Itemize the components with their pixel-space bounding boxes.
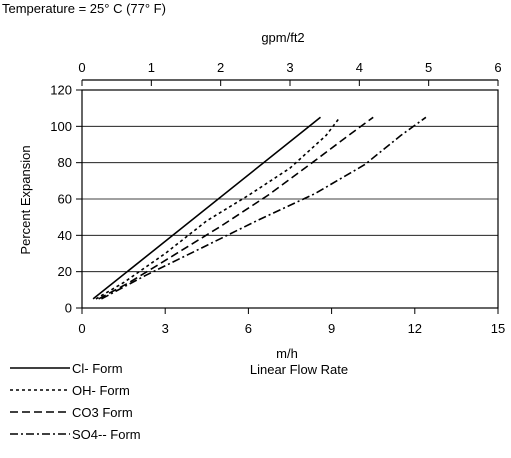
- top-axis-label: gpm/ft2: [261, 30, 304, 45]
- x-tick-label: 0: [78, 321, 85, 336]
- y-axis-label: Percent Expansion: [18, 145, 33, 254]
- y-tick-label: 40: [58, 228, 72, 243]
- x-axis-ticks: 0 3 6 9 12 15: [78, 308, 505, 336]
- top-tick-label: 0: [78, 60, 85, 75]
- legend-label: CO3 Form: [72, 405, 133, 420]
- series-line-4: [101, 116, 427, 300]
- legend: Cl- Form OH- Form CO3 Form SO4-- Form: [10, 361, 141, 442]
- top-tick-label: 4: [356, 60, 363, 75]
- y-tick-label: 100: [50, 119, 72, 134]
- top-tick-label: 5: [425, 60, 432, 75]
- x-tick-label: 6: [245, 321, 252, 336]
- temperature-note: Temperature = 25° C (77° F): [2, 1, 166, 16]
- y-axis-ticks: 0 20 40 60 80 100 120: [50, 83, 82, 316]
- top-axis-ticks: 0 1 2 3 4 5 6: [78, 60, 502, 86]
- legend-label: Cl- Form: [72, 361, 123, 376]
- series-line-1: [92, 116, 321, 300]
- top-tick-label: 1: [148, 60, 155, 75]
- y-tick-label: 60: [58, 192, 72, 207]
- x-axis-subtitle: Linear Flow Rate: [250, 362, 348, 377]
- y-tick-label: 80: [58, 155, 72, 170]
- y-tick-label: 20: [58, 264, 72, 279]
- legend-label: SO4-- Form: [72, 427, 141, 442]
- gridlines: [82, 125, 498, 273]
- x-tick-label: 3: [162, 321, 169, 336]
- y-tick-label: 0: [65, 301, 72, 316]
- x-tick-label: 9: [328, 321, 335, 336]
- x-tick-label: 12: [408, 321, 422, 336]
- top-tick-label: 2: [217, 60, 224, 75]
- y-tick-label: 120: [50, 83, 72, 98]
- legend-label: OH- Form: [72, 383, 130, 398]
- top-tick-label: 3: [286, 60, 293, 75]
- x-tick-label: 15: [491, 321, 505, 336]
- top-tick-label: 6: [494, 60, 501, 75]
- series-line-3: [98, 116, 374, 300]
- data-series: [92, 116, 427, 300]
- x-axis-label: m/h: [276, 346, 298, 361]
